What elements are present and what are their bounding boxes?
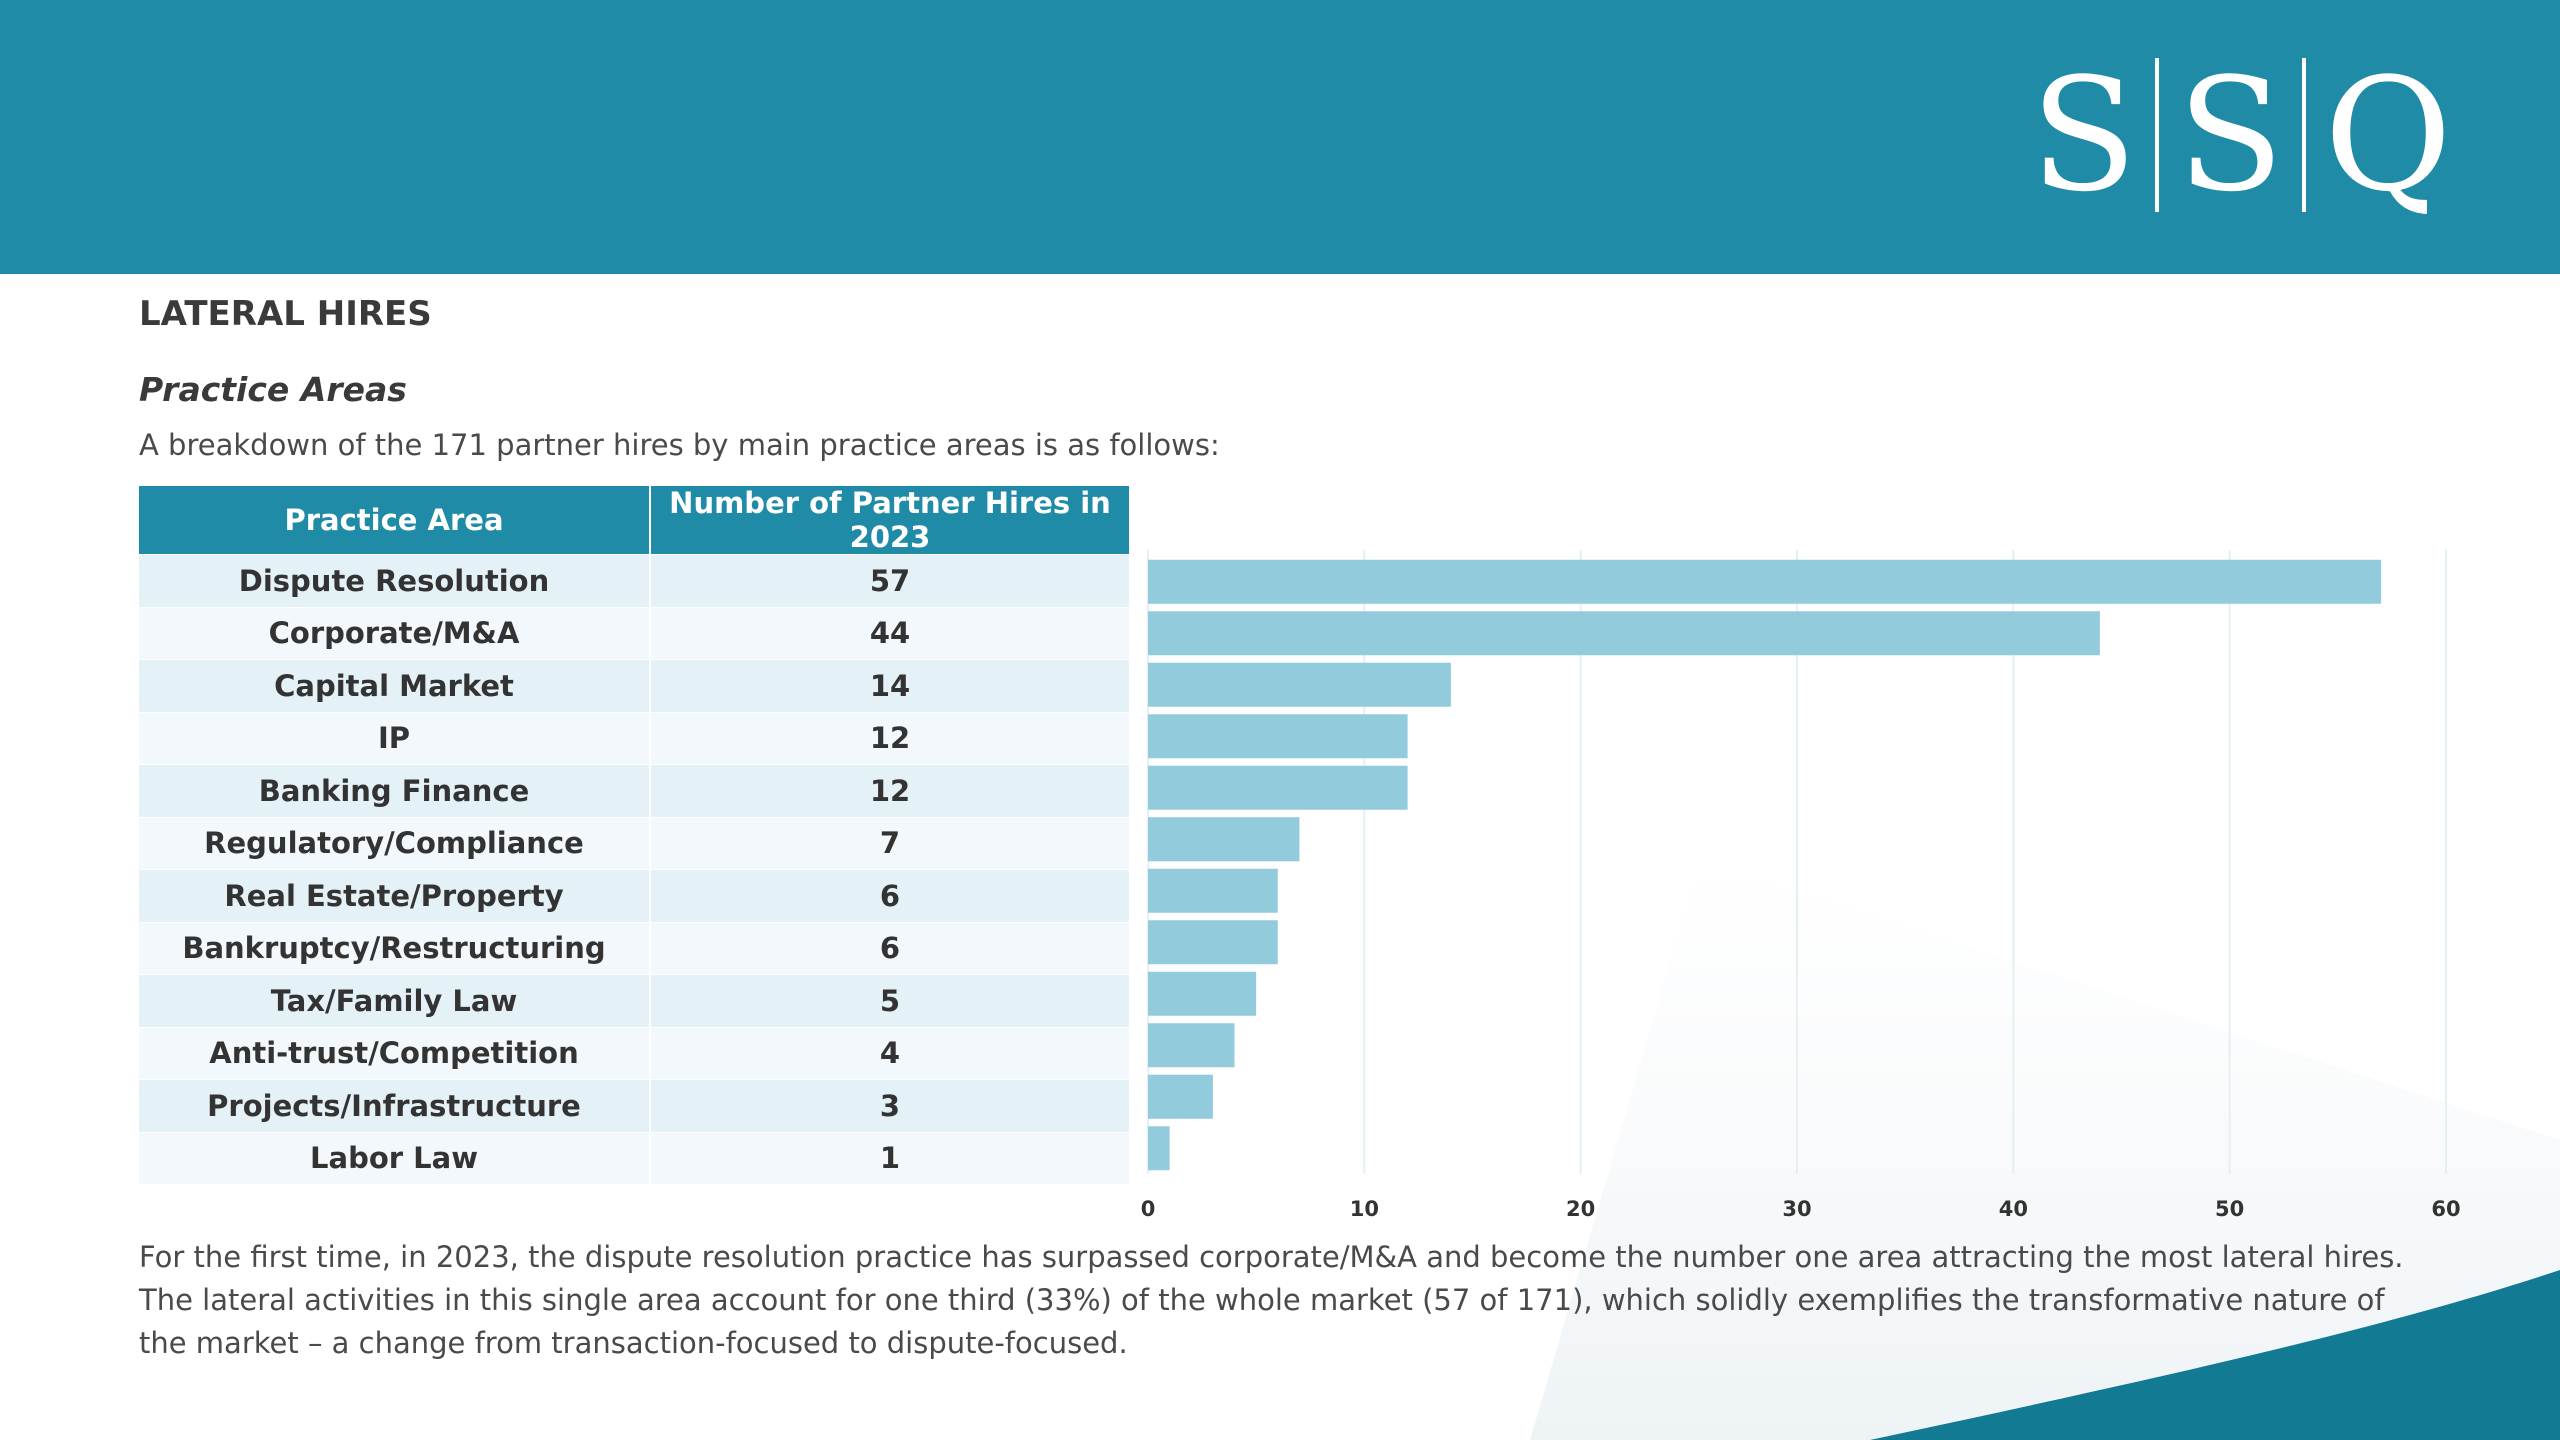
hire-count-cell: 44 <box>650 606 1129 660</box>
practice-area-cell: Capital Market <box>139 659 651 712</box>
practice-area-cell: Real Estate/Property <box>139 869 651 922</box>
table-row: Banking Finance 12 <box>139 764 1129 817</box>
table-row: IP 12 <box>139 711 1129 765</box>
hire-count-cell: 6 <box>650 921 1129 975</box>
practice-area-cell: Labor Law <box>139 1131 651 1184</box>
section-title: LATERAL HIRES <box>139 294 432 334</box>
table-row: Dispute Resolution 57 <box>139 554 1129 607</box>
table-row: Corporate/M&A 44 <box>139 606 1129 660</box>
x-tick-label: 60 <box>2431 1197 2460 1221</box>
table-row: Real Estate/Property 6 <box>139 869 1129 922</box>
practice-area-cell: Banking Finance <box>139 764 651 817</box>
bar-anti-trust-competition <box>1148 1023 1235 1068</box>
bar-bankruptcy-restructuring <box>1148 920 1278 965</box>
x-tick-label: 10 <box>1350 1197 1379 1221</box>
practice-area-cell: Bankruptcy/Restructuring <box>139 921 651 975</box>
table-header-row: Practice Area Number of Partner Hires in… <box>139 486 1129 555</box>
bar-regulatory-compliance <box>1148 817 1300 862</box>
table-row: Capital Market 14 <box>139 659 1129 712</box>
hire-count-cell: 14 <box>650 659 1129 712</box>
column-header: Practice Area <box>139 486 651 555</box>
table-row: Projects/Infrastructure 3 <box>139 1079 1129 1132</box>
practice-area-cell: Dispute Resolution <box>139 554 651 607</box>
x-tick-label: 20 <box>1566 1197 1595 1221</box>
hire-count-cell: 4 <box>650 1026 1129 1080</box>
practice-area-cell: Regulatory/Compliance <box>139 816 651 870</box>
hire-count-cell: 5 <box>650 974 1129 1027</box>
x-tick-label: 30 <box>1782 1197 1811 1221</box>
table-row: Bankruptcy/Restructuring 6 <box>139 921 1129 975</box>
table-row: Tax/Family Law 5 <box>139 974 1129 1027</box>
practice-area-cell: Tax/Family Law <box>139 974 651 1027</box>
sub-title: Practice Areas <box>139 370 407 409</box>
hire-count-cell: 12 <box>650 711 1129 765</box>
logo-divider <box>2155 58 2160 212</box>
bar-capital-market <box>1148 662 1451 707</box>
practice-area-cell: Anti-trust/Competition <box>139 1026 651 1080</box>
summary-paragraph: For the first time, in 2023, the dispute… <box>139 1240 2404 1360</box>
bar-banking-finance <box>1148 765 1408 810</box>
column-header: Number of Partner Hires in 2023 <box>650 486 1129 555</box>
table-row: Labor Law 1 <box>139 1131 1129 1184</box>
bar-corporate-m-a <box>1148 611 2100 656</box>
x-tick-label: 0 <box>1141 1197 1156 1221</box>
logo-letter: Q <box>2324 44 2452 226</box>
practice-area-cell: Projects/Infrastructure <box>139 1079 651 1132</box>
logo-divider <box>2302 58 2307 212</box>
practice-area-table: Practice Area Number of Partner Hires in… <box>139 486 1129 1184</box>
hire-count-cell: 6 <box>650 869 1129 922</box>
intro-text: A breakdown of the 171 partner hires by … <box>139 428 1220 462</box>
ssq-logo: S S Q <box>2012 50 2470 220</box>
hires-bar-chart: 0 10 20 30 40 50 60 <box>1141 550 2461 1221</box>
bar-dispute-resolution <box>1148 559 2382 604</box>
x-tick-label: 50 <box>2215 1197 2244 1221</box>
bar-projects-infrastructure <box>1148 1074 1213 1119</box>
hire-count-cell: 57 <box>650 554 1129 607</box>
hire-count-cell: 12 <box>650 764 1129 817</box>
practice-area-cell: Corporate/M&A <box>139 606 651 660</box>
logo-letter: S <box>2030 44 2138 226</box>
bar-labor-law <box>1148 1126 1170 1171</box>
practice-area-cell: IP <box>139 711 651 765</box>
hire-count-cell: 7 <box>650 816 1129 870</box>
hire-count-cell: 1 <box>650 1131 1129 1184</box>
hire-count-cell: 3 <box>650 1079 1129 1132</box>
logo-letter: S <box>2177 44 2285 226</box>
header-banner: S S Q <box>0 0 2560 274</box>
table-row: Regulatory/Compliance 7 <box>139 816 1129 870</box>
bar-real-estate-property <box>1148 868 1278 913</box>
bar-tax-family-law <box>1148 971 1257 1016</box>
bar-ip <box>1148 714 1408 759</box>
x-tick-label: 40 <box>1999 1197 2028 1221</box>
table-row: Anti-trust/Competition 4 <box>139 1026 1129 1080</box>
